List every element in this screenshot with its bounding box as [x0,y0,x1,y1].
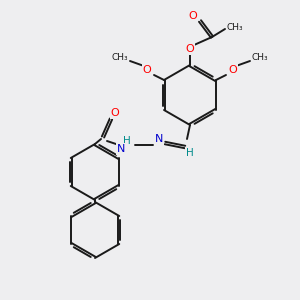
Text: N: N [117,144,125,154]
Text: O: O [111,108,119,118]
Text: O: O [229,65,237,75]
Text: H: H [186,148,194,158]
Text: N: N [155,134,163,144]
Text: O: O [142,65,152,75]
Text: O: O [186,44,194,54]
Text: H: H [123,136,131,146]
Text: CH₃: CH₃ [227,22,243,32]
Text: CH₃: CH₃ [252,52,268,62]
Text: O: O [189,11,197,21]
Text: CH₃: CH₃ [112,52,128,62]
